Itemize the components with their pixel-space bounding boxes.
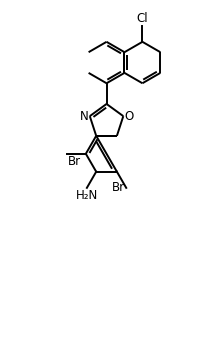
Text: H₂N: H₂N [76, 189, 98, 202]
Text: Br: Br [68, 155, 81, 168]
Text: N: N [80, 110, 89, 122]
Text: O: O [124, 110, 134, 122]
Text: Br: Br [112, 181, 125, 194]
Text: Cl: Cl [137, 12, 148, 25]
